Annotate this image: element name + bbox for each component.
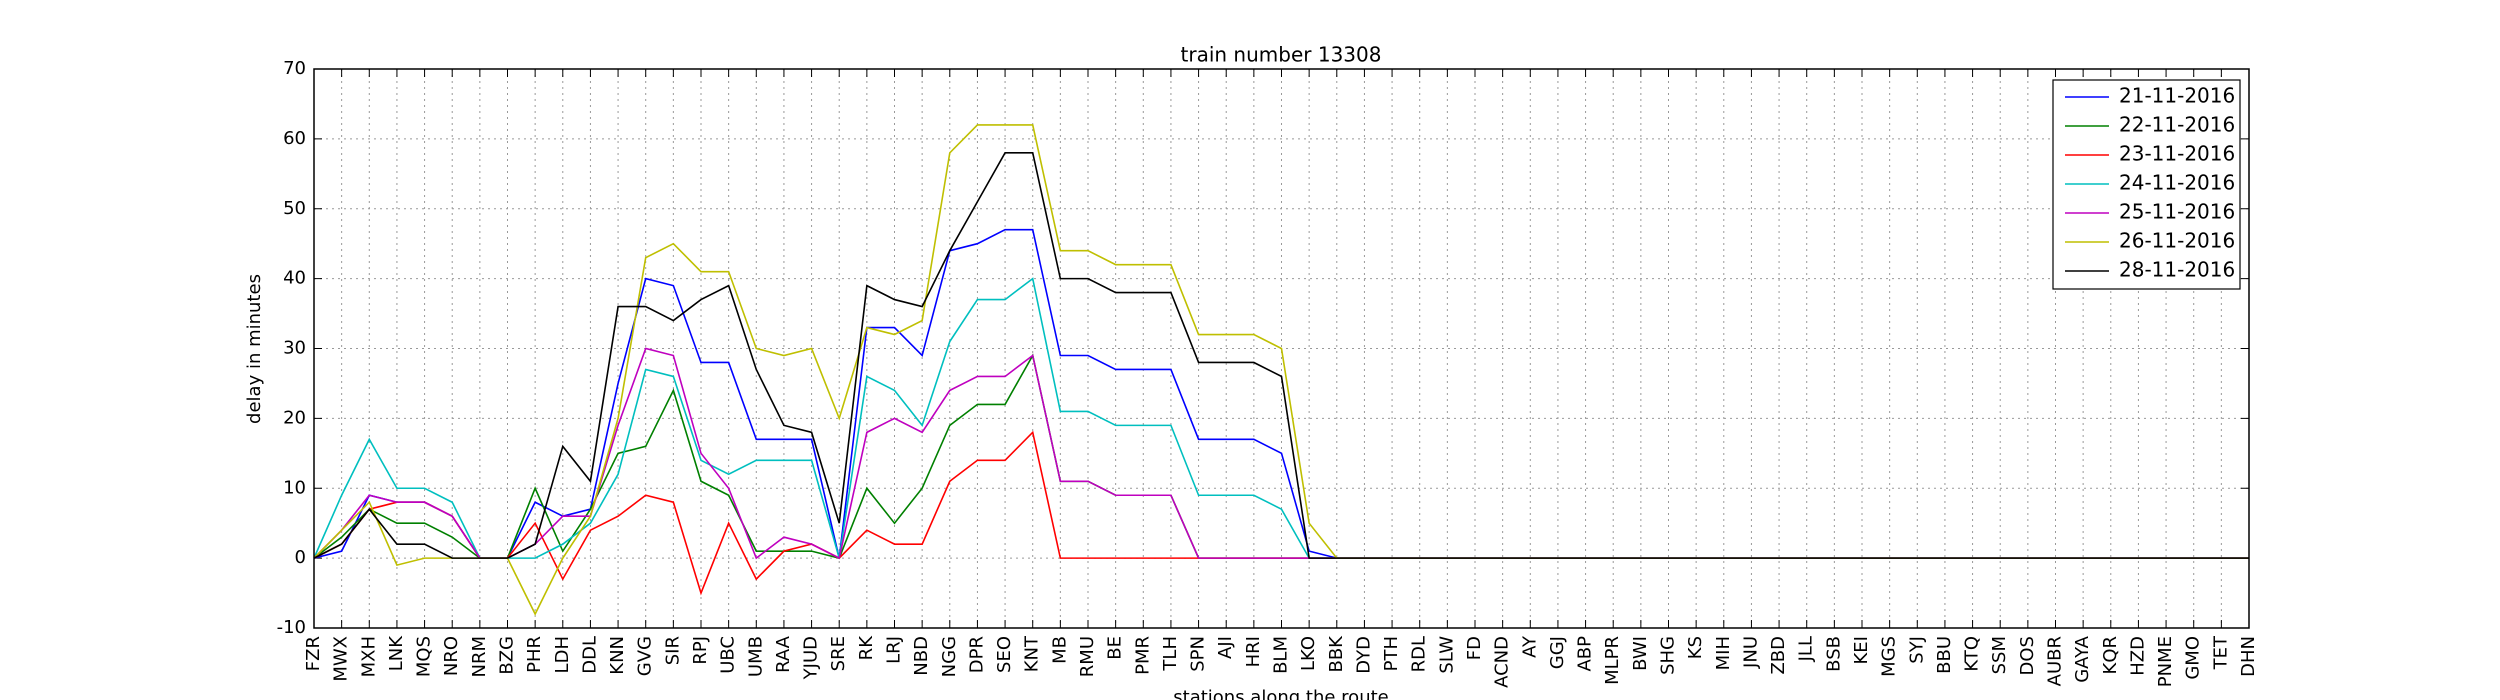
x-tick-label: SRE xyxy=(828,636,849,671)
x-tick-label: GGJ xyxy=(1547,636,1568,669)
x-tick-label: MB xyxy=(1049,636,1070,664)
legend-label: 28-11-2016 xyxy=(2119,258,2235,282)
x-tick-label: MLPR xyxy=(1602,636,1623,685)
legend-label: 24-11-2016 xyxy=(2119,171,2235,195)
legend-label: 21-11-2016 xyxy=(2119,84,2235,108)
x-tick-label: KNT xyxy=(1022,635,1043,672)
x-tick-label: RMU xyxy=(1077,636,1098,677)
x-tick-label: MGS xyxy=(1879,636,1900,677)
x-tick-label: RK xyxy=(856,635,877,661)
x-tick-label: LNK xyxy=(386,635,407,671)
legend-label: 25-11-2016 xyxy=(2119,200,2235,224)
x-tick-label: PNME xyxy=(2155,636,2176,687)
y-tick-label: 30 xyxy=(283,338,306,359)
x-tick-label: LRJ xyxy=(884,636,905,664)
x-tick-label: YJUD xyxy=(801,636,822,680)
plot-frame xyxy=(313,68,2250,629)
x-tick-label: SYJ xyxy=(1906,636,1927,664)
x-tick-label: SPN xyxy=(1188,636,1209,672)
x-tick-label: AUBR xyxy=(2045,636,2066,686)
x-tick-label: HZD xyxy=(2127,636,2148,676)
x-tick-label: ACND xyxy=(1492,636,1513,688)
y-axis-label: delay in minutes xyxy=(244,274,265,424)
x-tick-label: KTQ xyxy=(1962,636,1983,672)
x-tick-label: UMB xyxy=(745,636,766,677)
x-tick-label: LDH xyxy=(552,636,573,673)
x-tick-label: TLH xyxy=(1160,636,1181,672)
x-tick-label: ABP xyxy=(1575,636,1596,672)
x-tick-label: ZBD xyxy=(1768,636,1789,675)
x-tick-label: MQS xyxy=(414,636,435,677)
x-tick-label: LKO xyxy=(1298,636,1319,671)
y-tick-label: 10 xyxy=(283,477,306,498)
x-tick-label: DYD xyxy=(1353,636,1374,674)
x-tick-label: SEO xyxy=(994,636,1015,673)
x-tick-label: KS xyxy=(1685,636,1706,659)
y-tick-label: 20 xyxy=(283,407,306,428)
x-tick-label: SIR xyxy=(662,636,683,665)
chart-title: train number 13308 xyxy=(1181,43,1382,67)
x-tick-label: DPR xyxy=(966,636,987,673)
x-tick-label: SLW xyxy=(1436,636,1457,674)
legend-label: 23-11-2016 xyxy=(2119,142,2235,166)
x-tick-label: KNN xyxy=(607,636,628,675)
x-tick-label: MXH xyxy=(358,636,379,677)
x-axis-label: stations along the route xyxy=(1173,687,1388,700)
x-tick-label: HRI xyxy=(1243,636,1264,667)
x-tick-label: AJI xyxy=(1215,636,1236,659)
x-tick-label: BSB xyxy=(1823,636,1844,672)
x-tick-label: BBU xyxy=(1934,636,1955,674)
x-tick-label: PHR xyxy=(524,636,545,673)
legend-label: 26-11-2016 xyxy=(2119,229,2235,253)
data-line xyxy=(313,152,2249,559)
x-tick-label: MWX xyxy=(331,636,352,682)
x-tick-label: FZR xyxy=(303,636,324,671)
x-tick-label: AY xyxy=(1519,635,1540,658)
y-tick-label: 0 xyxy=(295,547,306,568)
x-tick-label: JLL xyxy=(1796,636,1817,662)
x-tick-label: DHN xyxy=(2238,636,2259,677)
x-tick-label: BZG xyxy=(497,636,518,675)
x-tick-label: KQR xyxy=(2100,636,2121,674)
x-tick-label: RDL xyxy=(1409,636,1430,672)
y-tick-label: 70 xyxy=(283,58,306,79)
x-tick-label: FD xyxy=(1464,636,1485,660)
x-tick-label: TET xyxy=(2210,635,2231,670)
x-tick-label: SSM xyxy=(1989,636,2010,674)
x-tick-label: BBK xyxy=(1326,635,1347,673)
x-tick-label: PMR xyxy=(1132,636,1153,675)
x-tick-label: PTH xyxy=(1381,636,1402,671)
x-tick-label: NBD xyxy=(911,636,932,676)
x-tick-label: DDL xyxy=(579,636,600,674)
x-tick-label: RAA xyxy=(773,635,794,673)
x-tick-label: BE xyxy=(1105,636,1126,660)
x-tick-label: NRO xyxy=(441,636,462,676)
y-tick-label: -10 xyxy=(277,617,306,638)
x-tick-label: DOS xyxy=(2017,636,2038,675)
x-tick-label: GVG xyxy=(635,636,656,676)
x-tick-label: NRM xyxy=(469,636,490,678)
x-tick-label: MIH xyxy=(1713,636,1734,670)
x-tick-label: BLM xyxy=(1271,636,1292,674)
legend-label: 22-11-2016 xyxy=(2119,113,2235,137)
x-tick-label: KEI xyxy=(1851,636,1872,665)
x-tick-label: SHG xyxy=(1658,636,1679,675)
x-tick-label: RPJ xyxy=(690,636,711,665)
y-tick-label: 60 xyxy=(283,128,306,149)
data-line xyxy=(313,353,2249,560)
x-tick-label: GAYA xyxy=(2072,635,2093,682)
x-tick-label: GMO xyxy=(2183,636,2204,680)
x-tick-label: JNU xyxy=(1740,636,1761,669)
y-tick-label: 50 xyxy=(283,198,306,219)
x-tick-label: NGG xyxy=(939,636,960,677)
x-tick-label: BWI xyxy=(1630,636,1651,671)
x-tick-label: UBC xyxy=(718,636,739,674)
y-tick-label: 40 xyxy=(283,268,306,289)
